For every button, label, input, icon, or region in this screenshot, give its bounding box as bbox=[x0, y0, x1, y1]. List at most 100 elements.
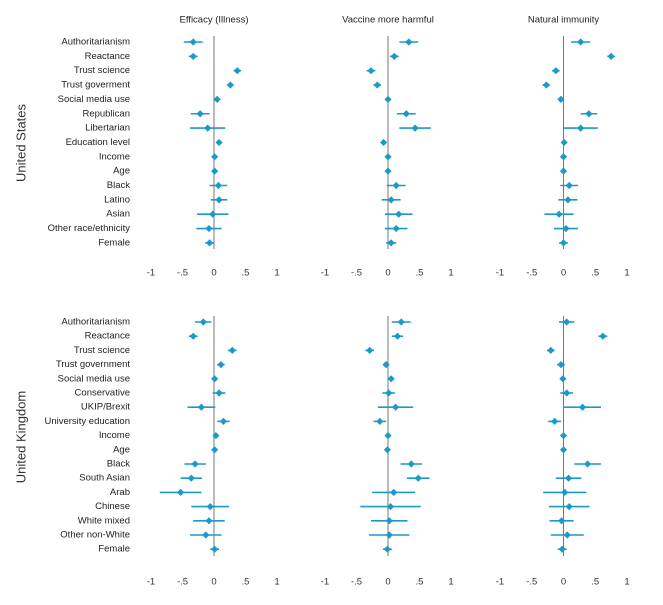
row-label: White mixed bbox=[78, 515, 130, 526]
point-estimate bbox=[386, 503, 395, 511]
point-estimate bbox=[563, 531, 571, 539]
point-estimate bbox=[577, 38, 585, 46]
point-estimate bbox=[384, 432, 392, 440]
row-label: Trust government bbox=[56, 359, 130, 370]
point-estimate bbox=[390, 52, 398, 60]
point-estimate bbox=[205, 517, 213, 525]
x-tick-label: -.5 bbox=[177, 268, 188, 279]
point-estimate bbox=[228, 346, 236, 354]
x-tick-label: -.5 bbox=[526, 577, 537, 588]
point-estimate bbox=[215, 138, 223, 147]
row-label: Chinese bbox=[95, 501, 130, 512]
row-label: Income bbox=[99, 151, 130, 162]
x-tick-label: .5 bbox=[242, 268, 250, 279]
row-label: UKIP/Brexit bbox=[81, 402, 130, 413]
point-estimate bbox=[577, 124, 585, 132]
row-label: Reactance bbox=[85, 331, 130, 342]
point-estimate bbox=[189, 38, 197, 46]
point-estimate bbox=[383, 545, 391, 553]
point-estimate bbox=[387, 239, 395, 247]
row-label: Other race/ethnicity bbox=[48, 223, 131, 234]
row-label: Trust goverment bbox=[61, 80, 130, 91]
point-estimate bbox=[578, 403, 587, 411]
row-label: Libertarian bbox=[85, 123, 130, 134]
x-tick-label: -1 bbox=[496, 268, 504, 279]
point-estimate bbox=[562, 224, 570, 233]
x-tick-label: -.5 bbox=[177, 577, 188, 588]
point-estimate bbox=[385, 517, 393, 525]
column-title: Efficacy (Illness) bbox=[180, 15, 249, 26]
point-estimate bbox=[392, 181, 400, 190]
row-label: Republican bbox=[82, 108, 130, 119]
x-tick-label: 0 bbox=[211, 577, 216, 588]
x-tick-label: .5 bbox=[591, 577, 599, 588]
x-tick-label: -1 bbox=[147, 577, 155, 588]
x-tick-label: 1 bbox=[448, 577, 453, 588]
row-label: Authoritarianism bbox=[61, 317, 130, 328]
row-label: Black bbox=[107, 180, 130, 191]
x-tick-label: .5 bbox=[591, 268, 599, 279]
point-estimate bbox=[542, 81, 550, 89]
point-estimate bbox=[217, 361, 225, 369]
row-label: Reactance bbox=[85, 51, 130, 62]
point-estimate bbox=[563, 318, 571, 326]
point-estimate bbox=[383, 446, 391, 454]
point-estimate bbox=[384, 153, 392, 161]
row-label: Other non-White bbox=[60, 530, 130, 541]
x-tick-label: 1 bbox=[624, 577, 629, 588]
point-estimate bbox=[197, 403, 205, 411]
x-tick-label: 0 bbox=[385, 268, 390, 279]
point-estimate bbox=[407, 460, 415, 468]
x-tick-label: .5 bbox=[242, 577, 250, 588]
point-estimate bbox=[390, 488, 398, 496]
point-estimate bbox=[367, 67, 375, 75]
x-tick-label: 1 bbox=[274, 268, 279, 279]
row-label: Trust science bbox=[74, 345, 130, 356]
point-estimate bbox=[189, 52, 197, 60]
point-estimate bbox=[215, 196, 223, 204]
point-estimate bbox=[565, 503, 573, 511]
point-estimate bbox=[196, 110, 204, 118]
point-estimate bbox=[564, 474, 573, 482]
x-tick-label: -.5 bbox=[351, 577, 362, 588]
point-estimate bbox=[233, 67, 241, 75]
row-label: Social media use bbox=[58, 373, 130, 384]
row-label: Arab bbox=[110, 487, 130, 498]
point-estimate bbox=[557, 361, 565, 369]
row-label: South Asian bbox=[79, 473, 130, 484]
point-estimate bbox=[402, 110, 410, 118]
point-estimate bbox=[376, 417, 384, 425]
point-estimate bbox=[565, 181, 573, 190]
point-estimate bbox=[213, 95, 221, 103]
point-estimate bbox=[191, 460, 199, 468]
x-tick-label: 0 bbox=[211, 268, 216, 279]
row-label: University education bbox=[44, 416, 130, 427]
row-label: Education level bbox=[66, 137, 130, 148]
point-estimate bbox=[561, 488, 569, 496]
point-estimate bbox=[551, 417, 559, 425]
point-estimate bbox=[395, 210, 403, 218]
point-estimate bbox=[584, 460, 592, 468]
point-estimate bbox=[563, 389, 571, 397]
point-estimate bbox=[559, 167, 568, 175]
point-estimate bbox=[564, 196, 572, 204]
point-estimate bbox=[187, 474, 195, 482]
x-tick-label: -1 bbox=[496, 577, 504, 588]
point-estimate bbox=[382, 361, 390, 369]
point-estimate bbox=[211, 167, 219, 175]
point-estimate bbox=[211, 545, 219, 553]
x-tick-label: 0 bbox=[561, 577, 566, 588]
column-title: Natural immunity bbox=[528, 15, 600, 26]
point-estimate bbox=[387, 196, 395, 204]
x-tick-label: .5 bbox=[416, 577, 424, 588]
x-tick-label: 1 bbox=[624, 268, 629, 279]
row-label: Income bbox=[99, 430, 130, 441]
point-estimate bbox=[205, 224, 213, 233]
x-tick-label: -.5 bbox=[526, 268, 537, 279]
point-estimate bbox=[189, 332, 197, 340]
point-estimate bbox=[385, 531, 393, 539]
point-estimate bbox=[215, 389, 223, 397]
point-estimate bbox=[391, 403, 400, 411]
point-estimate bbox=[211, 153, 219, 161]
point-estimate bbox=[384, 95, 392, 103]
